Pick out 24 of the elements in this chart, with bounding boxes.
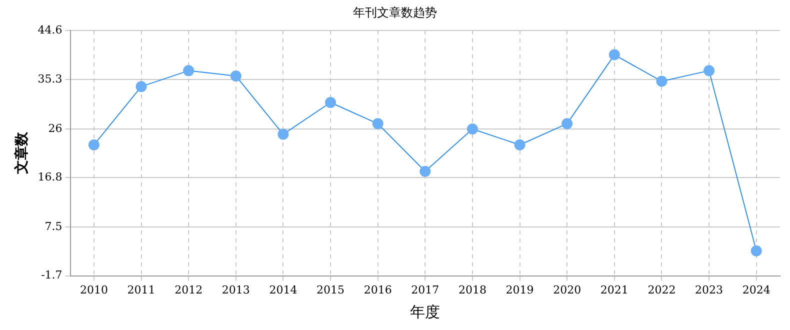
- x-axis-title: 年度: [410, 302, 440, 321]
- x-tick-label: 2015: [316, 283, 345, 296]
- x-tick-label: 2023: [695, 283, 724, 296]
- x-tick-label: 2017: [411, 283, 440, 296]
- y-axis-title: 文章数: [13, 131, 30, 176]
- x-tick-label: 2012: [174, 283, 203, 296]
- x-tick-label: 2018: [458, 283, 486, 296]
- y-tick-label: 26: [48, 122, 62, 135]
- x-tick-label: 2013: [222, 283, 250, 296]
- x-tick-label: 2021: [600, 283, 628, 296]
- y-tick-label: 16.8: [38, 170, 62, 184]
- x-tick-label: 2011: [127, 283, 156, 296]
- x-tick-label: 2019: [506, 283, 534, 296]
- x-tick-label: 2016: [364, 283, 392, 296]
- y-tick-label: 44.6: [38, 23, 62, 36]
- x-tick-label: 2020: [553, 283, 582, 296]
- x-tick-label: 2024: [742, 283, 770, 296]
- y-tick-label: -1.7: [41, 268, 62, 282]
- x-tick-label: 2010: [80, 283, 108, 296]
- y-tick-label: 7.5: [44, 220, 62, 233]
- y-tick-label: 35.3: [38, 72, 62, 86]
- chart-title: 年刊文章数趋势: [353, 5, 437, 20]
- x-tick-label: 2022: [648, 283, 676, 296]
- x-tick-label: 2014: [269, 283, 298, 296]
